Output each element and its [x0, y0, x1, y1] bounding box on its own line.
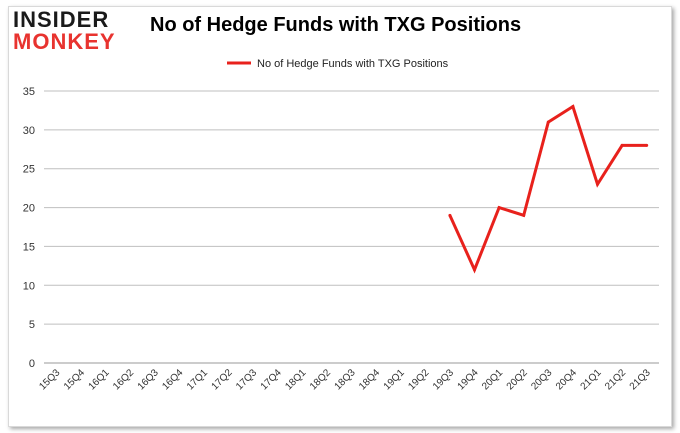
x-tick-label: 17Q4 — [259, 367, 284, 392]
data-point — [522, 213, 526, 217]
x-tick-label: 21Q2 — [603, 367, 628, 392]
x-tick-label: 21Q3 — [628, 367, 653, 392]
x-tick-label: 19Q4 — [456, 367, 481, 392]
x-tick-label: 16Q3 — [136, 367, 161, 392]
data-point — [571, 105, 575, 109]
data-point — [596, 182, 599, 186]
y-tick-label: 10 — [23, 280, 35, 292]
y-tick-label: 5 — [29, 319, 35, 331]
x-tick-label: 20Q4 — [554, 367, 579, 392]
y-tick-label: 25 — [23, 164, 35, 176]
data-point — [645, 143, 649, 147]
x-tick-label: 18Q4 — [357, 367, 382, 392]
x-tick-label: 20Q1 — [480, 367, 505, 392]
x-tick-label: 15Q4 — [62, 367, 87, 392]
x-tick-label: 17Q3 — [234, 367, 259, 392]
y-tick-label: 0 — [29, 358, 35, 370]
legend-label: No of Hedge Funds with TXG Positions — [257, 58, 449, 70]
insider-monkey-logo: INSIDER MONKEY — [13, 9, 116, 53]
x-tick-label: 18Q1 — [283, 367, 308, 392]
x-tick-label: 16Q4 — [160, 367, 185, 392]
x-tick-label: 17Q1 — [185, 367, 210, 392]
x-tick-label: 17Q2 — [210, 367, 235, 392]
data-point — [620, 143, 624, 147]
x-tick-label: 19Q1 — [382, 367, 407, 392]
y-tick-label: 35 — [23, 86, 35, 98]
x-tick-label: 18Q2 — [308, 367, 333, 392]
x-tick-label: 19Q3 — [431, 367, 456, 392]
x-tick-label: 20Q2 — [505, 367, 530, 392]
logo-line-1: INSIDER — [13, 7, 110, 32]
data-point — [473, 268, 476, 272]
data-point — [448, 213, 452, 217]
data-point — [546, 120, 550, 124]
y-tick-label: 30 — [23, 125, 35, 137]
x-tick-label: 18Q3 — [333, 367, 358, 392]
series-line-0 — [448, 104, 647, 274]
chart-frame — [8, 6, 672, 427]
x-tick-label: 16Q1 — [87, 367, 112, 392]
data-point — [497, 206, 501, 210]
x-tick-label: 21Q1 — [579, 367, 604, 392]
x-tick-label: 16Q2 — [111, 367, 136, 392]
x-tick-label: 19Q2 — [406, 367, 431, 392]
logo-line-2: MONKEY — [13, 29, 116, 54]
x-tick-label: 20Q3 — [529, 367, 554, 392]
x-tick-label: 15Q3 — [37, 367, 62, 392]
y-tick-label: 20 — [23, 203, 35, 215]
y-tick-label: 15 — [23, 241, 35, 253]
chart-title: No of Hedge Funds with TXG Positions — [150, 14, 522, 36]
